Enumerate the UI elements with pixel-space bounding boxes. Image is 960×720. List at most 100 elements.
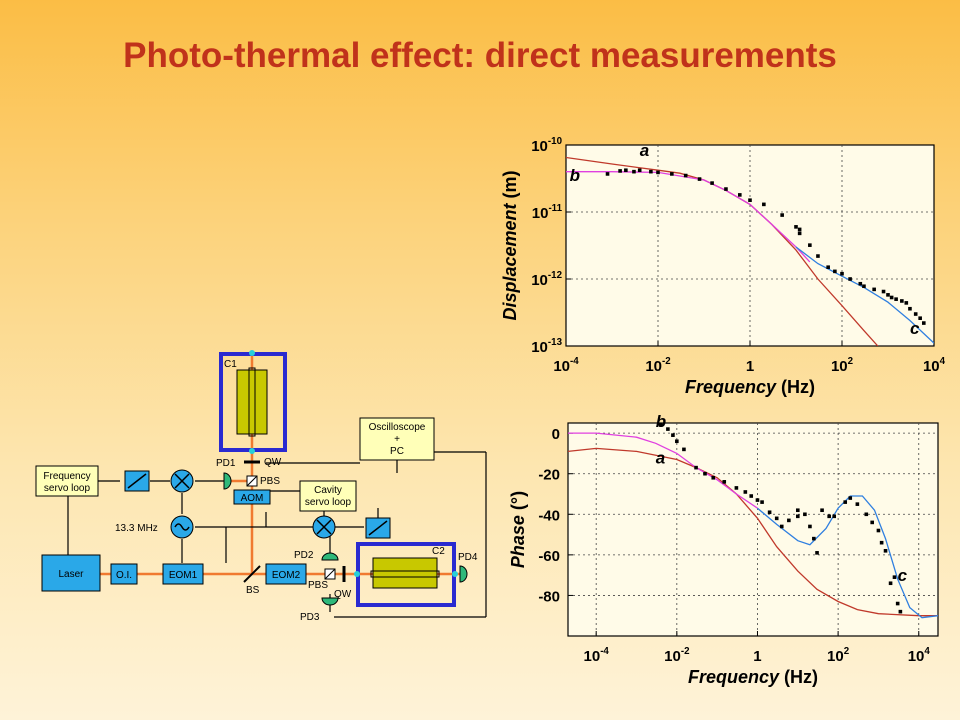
chart1-curve-label-a: a — [640, 141, 649, 160]
eom1-box — [162, 563, 204, 585]
chart1-x-axis-label: Frequency (Hz) — [685, 377, 815, 397]
chart1-data-point — [816, 254, 820, 258]
chart2-data-point — [694, 465, 698, 470]
oscilloscope-label-1: Oscilloscope — [369, 422, 426, 433]
chart1-data-point — [605, 172, 610, 176]
cavity-servo-label-1: Cavity — [314, 485, 342, 496]
chart2-curve-label-b: b — [656, 412, 666, 431]
chart2-data-point — [879, 540, 884, 545]
chart2-xtick-label: 104 — [908, 646, 931, 665]
chart1-xtick-label: 10-2 — [645, 356, 671, 375]
chart1-data-point — [794, 225, 798, 229]
chart1-data-point — [886, 293, 890, 297]
chart2-data-point — [682, 447, 686, 452]
chart2-data-point — [711, 475, 716, 480]
oscilloscope-label-2: + — [394, 434, 400, 445]
pbs-bottom-label: PBS — [308, 580, 328, 591]
chart2-ytick-label: -60 — [538, 548, 560, 565]
chart1-data-point — [710, 181, 714, 185]
chart1-data-point — [894, 297, 898, 301]
chart2-series-b — [568, 432, 758, 509]
chart2-y-axis-label: Phase (°) — [508, 491, 528, 568]
chart2-data-point — [832, 514, 837, 519]
chart1-data-point — [780, 213, 784, 217]
frequency-servo-box — [35, 465, 99, 497]
eom2-label: EOM2 — [272, 570, 301, 581]
chart1-curve-label-c: c — [910, 319, 920, 338]
optical-schematic: Frequency servo loop 13.3 MHz Cavity ser… — [35, 350, 487, 623]
chart2-data-point — [843, 500, 848, 504]
chart2-data-point — [760, 500, 764, 504]
chart2-data-point — [795, 514, 800, 519]
chart1-data-point — [858, 281, 863, 286]
aom-label: AOM — [241, 493, 264, 504]
chart1-data-point — [848, 277, 852, 281]
pd1-label: PD1 — [216, 458, 236, 469]
photodiode-pd4-icon — [459, 565, 468, 583]
chart1-data-point — [833, 269, 837, 274]
laser-label: Laser — [58, 569, 84, 580]
chart1-data-point — [624, 168, 628, 173]
pbs-top-label: PBS — [260, 476, 280, 487]
cavity-c1-mirror — [236, 369, 268, 435]
chart1-xtick-label: 1 — [746, 358, 754, 375]
chart2-plot-area — [567, 422, 939, 637]
chart2-data-point — [883, 549, 888, 553]
chart1-data-point — [913, 312, 918, 316]
chart2-data-point — [864, 512, 869, 517]
chart2-data-point — [812, 536, 816, 541]
chart1-data-point — [670, 172, 674, 176]
chart1-xtick-label: 102 — [831, 356, 854, 375]
chart1-data-point — [904, 301, 909, 305]
beam-splitter-icon — [243, 565, 261, 583]
c2-label: C2 — [432, 546, 445, 557]
photodiode-pd1-icon — [223, 472, 232, 490]
phase-chart: 10-4 10-2 1 102 104 0 -20 -40 -60 -80 ba c Frequency… — [508, 412, 939, 687]
beam-splitter-label: BS — [246, 585, 260, 596]
chart1-data-point — [618, 169, 622, 173]
chart2-series-group — [568, 423, 938, 619]
pd4-label: PD4 — [458, 552, 478, 563]
chart2-data-point — [774, 516, 779, 521]
chart1-ytick-label: 10-13 — [531, 337, 562, 356]
chart2-xtick-label: 10-4 — [584, 646, 610, 665]
chart1-data-point — [921, 321, 926, 325]
chart2-data-point — [658, 423, 663, 427]
chart1-ytick-label: 10-12 — [531, 270, 562, 289]
optical-isolator-label: O.I. — [116, 570, 132, 581]
chart1-data-point — [724, 187, 728, 191]
chart1-data-point — [900, 299, 904, 303]
chart2-x-axis-label: Frequency (Hz) — [688, 667, 818, 687]
chart1-y-axis-label: Displacement (m) — [500, 170, 520, 320]
chart1-data-point — [908, 306, 912, 311]
chart2-data-point — [749, 494, 754, 498]
pd2-label: PD2 — [294, 550, 314, 561]
chart1-xtick-label: 104 — [923, 356, 946, 375]
chart2-data-point — [671, 433, 675, 437]
chart1-data-point — [918, 316, 922, 320]
chart2-data-point — [787, 518, 791, 523]
chart2-ytick-label: -40 — [538, 507, 560, 524]
c1-label: C1 — [224, 359, 237, 370]
displacement-chart: 10-4 10-2 1 102 104 10-10 10-11 10-12 10-13 a b c Fr… — [500, 136, 946, 397]
chart2-data-point — [808, 524, 812, 529]
chart2-data-point — [815, 551, 819, 555]
chart2-ytick-label: -20 — [538, 467, 560, 484]
chart1-data-point — [683, 173, 688, 178]
chart2-series-c — [757, 495, 938, 619]
chart2-data-point — [820, 508, 824, 513]
chart1-data-point — [826, 265, 830, 270]
chart1-data-point — [797, 231, 802, 236]
chart2-data-point — [898, 609, 903, 614]
chart2-data-point — [855, 502, 860, 506]
aom-box — [233, 489, 271, 505]
chart2-data-point — [848, 496, 853, 500]
eom1-label: EOM1 — [169, 570, 198, 581]
chart1-ytick-label: 10-10 — [531, 136, 562, 155]
quarter-wave-bottom-label: QW — [334, 589, 352, 600]
chart2-ytick-label: 0 — [552, 426, 560, 443]
chart2-data-point — [803, 512, 807, 517]
chart1-curve-label-b: b — [570, 166, 580, 185]
page-title: Photo-thermal effect: direct measurement… — [123, 36, 837, 75]
